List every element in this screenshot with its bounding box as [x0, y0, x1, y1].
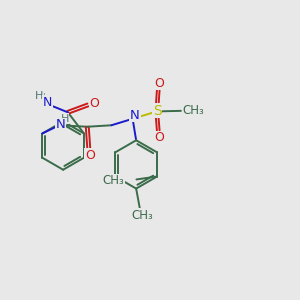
Text: CH₃: CH₃: [182, 104, 204, 117]
Text: N: N: [43, 96, 52, 109]
Text: H: H: [35, 91, 44, 101]
Text: H: H: [60, 114, 69, 124]
Text: N: N: [130, 109, 140, 122]
Text: S: S: [153, 103, 162, 118]
Text: O: O: [89, 97, 99, 110]
Text: O: O: [85, 148, 95, 161]
Text: N: N: [42, 98, 52, 111]
Text: CH₃: CH₃: [102, 174, 124, 188]
Text: H: H: [37, 92, 46, 105]
Text: CH₃: CH₃: [131, 208, 153, 222]
Text: N: N: [56, 118, 66, 131]
Text: O: O: [154, 77, 164, 90]
Text: O: O: [154, 131, 164, 144]
